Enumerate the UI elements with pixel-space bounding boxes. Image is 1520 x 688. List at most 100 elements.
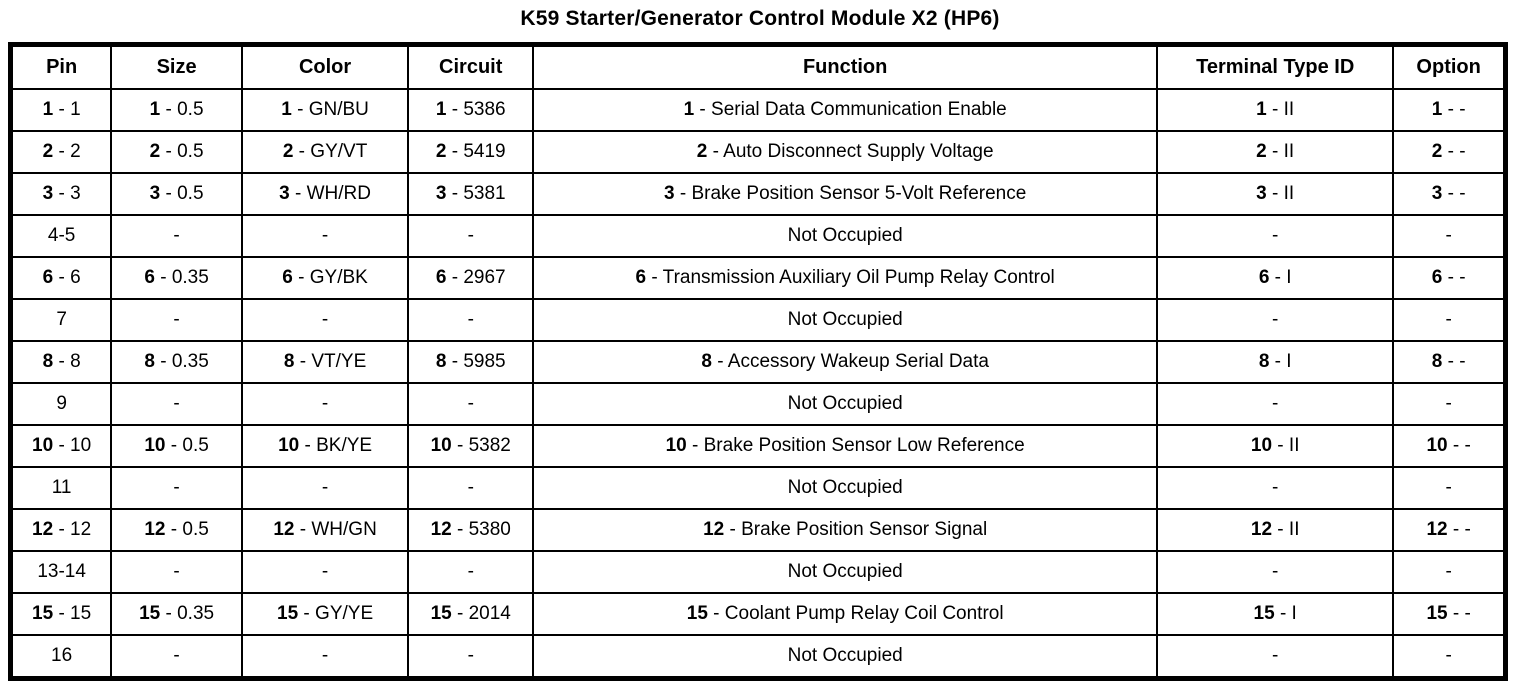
table-cell: 8 - 0.35 — [110, 340, 243, 384]
table-cell: 6 - I — [1156, 256, 1395, 300]
table-cell: 1 - 0.5 — [110, 88, 243, 132]
table-cell: 1 - 1 — [9, 88, 113, 132]
pin-number: 2 — [1256, 141, 1267, 162]
table-cell: - — [1392, 466, 1507, 510]
table-cell: 3 - II — [1156, 172, 1395, 216]
table-row: 10 - 10 10 - 0.5 10 - BK/YE 10 - 5382 10 - B… — [9, 424, 1507, 468]
table-cell: - — [1156, 214, 1395, 258]
pin-number: 3 — [149, 183, 161, 204]
table-cell: 12 - - — [1392, 508, 1507, 552]
pin-number: 3 — [435, 183, 447, 204]
pin-number: 12 — [703, 519, 725, 540]
table-cell: 6 - - — [1392, 256, 1507, 300]
table-cell: 6 - 0.35 — [110, 256, 243, 300]
pin-number: 12 — [144, 519, 166, 540]
table-row: 4-5- - - Not Occupied - - — [9, 214, 1507, 258]
pin-number: 15 — [430, 603, 452, 624]
table-cell: 2 - - — [1392, 130, 1507, 174]
table-cell: 10 - 0.5 — [110, 424, 243, 468]
table-cell: 10 - II — [1156, 424, 1395, 468]
table-cell: 2 - 2 — [9, 130, 113, 174]
table-cell: - — [240, 466, 410, 510]
table-cell: - — [110, 550, 243, 594]
table-header-row: Pin Size Color Circuit Function Terminal Type… — [9, 43, 1507, 90]
table-cell: 3 - Brake Position Sensor 5-Volt Referen… — [532, 172, 1159, 216]
table-cell: - — [407, 214, 535, 258]
pin-number: 6 — [435, 267, 447, 288]
table-row: 12 - 12 12 - 0.5 12 - WH/GN 12 - 5380 12 - B… — [9, 508, 1507, 552]
column-header-option: Option — [1392, 43, 1507, 90]
table-cell: 10 - 10 — [9, 424, 113, 468]
table-cell: - — [1392, 382, 1507, 426]
table-cell: 12 - 12 — [9, 508, 113, 552]
table-cell: 12 - 0.5 — [110, 508, 243, 552]
table-cell: Not Occupied — [532, 550, 1159, 594]
pin-number: 6 — [282, 267, 293, 288]
table-row: 13-14- - - Not Occupied - - — [9, 550, 1507, 594]
table-cell: 8 - VT/YE — [240, 340, 410, 384]
table-cell: Not Occupied — [532, 214, 1159, 258]
table-cell: - — [240, 550, 410, 594]
table-cell: 8 - - — [1392, 340, 1507, 384]
pin-number: 2 — [149, 141, 161, 162]
pin-number: 15 — [686, 603, 708, 624]
pin-number: 3 — [42, 183, 54, 204]
table-cell: Not Occupied — [532, 382, 1159, 426]
table-cell: - — [1156, 466, 1395, 510]
pin-number: 2 — [282, 141, 294, 162]
table-cell: - — [1392, 214, 1507, 258]
table-cell: 13-14 — [9, 550, 113, 594]
table-cell: 16 — [9, 634, 113, 680]
table-cell: - — [110, 214, 243, 258]
table-cell: - — [1392, 634, 1507, 680]
pin-number: 6 — [635, 267, 647, 288]
table-cell: 11 — [9, 466, 113, 510]
table-cell: 15 - 2014 — [407, 592, 535, 636]
pin-number: 12 — [273, 519, 295, 540]
pin-number: 1 — [149, 99, 161, 120]
table-cell: 1 - - — [1392, 88, 1507, 132]
table-cell: Not Occupied — [532, 298, 1159, 342]
pin-number: 8 — [701, 351, 712, 372]
table-cell: - — [240, 298, 410, 342]
pin-number: 8 — [144, 351, 155, 372]
table-cell: - — [110, 634, 243, 680]
table-cell: 12 - II — [1156, 508, 1395, 552]
column-header-color: Color — [240, 43, 410, 90]
pin-number: 15 — [277, 603, 299, 624]
table-cell: 15 - 0.35 — [110, 592, 243, 636]
table-cell: 6 - GY/BK — [240, 256, 410, 300]
table-cell: 3 - WH/RD — [240, 172, 410, 216]
column-header-terminal-type-id: Terminal Type ID — [1156, 43, 1395, 90]
pin-number: 10 — [144, 435, 166, 456]
pin-number: 12 — [32, 519, 54, 540]
table-cell: 7 — [9, 298, 113, 342]
column-header-circuit: Circuit — [407, 43, 535, 90]
pin-number: 6 — [1258, 267, 1270, 288]
table-cell: 12 - WH/GN — [240, 508, 410, 552]
table-cell: - — [240, 634, 410, 680]
pin-number: 2 — [435, 141, 447, 162]
pin-number: 10 — [278, 435, 300, 456]
column-header-function: Function — [532, 43, 1159, 90]
table-cell: - — [110, 382, 243, 426]
pin-number: 8 — [42, 351, 54, 372]
table-cell: 3 - 5381 — [407, 172, 535, 216]
table-cell: 10 - Brake Position Sensor Low Reference — [532, 424, 1159, 468]
table-cell: 10 - 5382 — [407, 424, 535, 468]
table-cell: 12 - Brake Position Sensor Signal — [532, 508, 1159, 552]
pin-number: 6 — [42, 267, 54, 288]
table-cell: 4-5 — [9, 214, 113, 258]
table-cell: - — [240, 382, 410, 426]
pin-number: 6 — [144, 267, 155, 288]
table-cell: 2 - 5419 — [407, 130, 535, 174]
table-cell: 9 — [9, 382, 113, 426]
pin-number: 15 — [1426, 603, 1448, 624]
pin-number: 10 — [1426, 435, 1448, 456]
pin-number: 10 — [430, 435, 452, 456]
table-cell: 6 - 6 — [9, 256, 113, 300]
pin-number: 2 — [1431, 141, 1443, 162]
